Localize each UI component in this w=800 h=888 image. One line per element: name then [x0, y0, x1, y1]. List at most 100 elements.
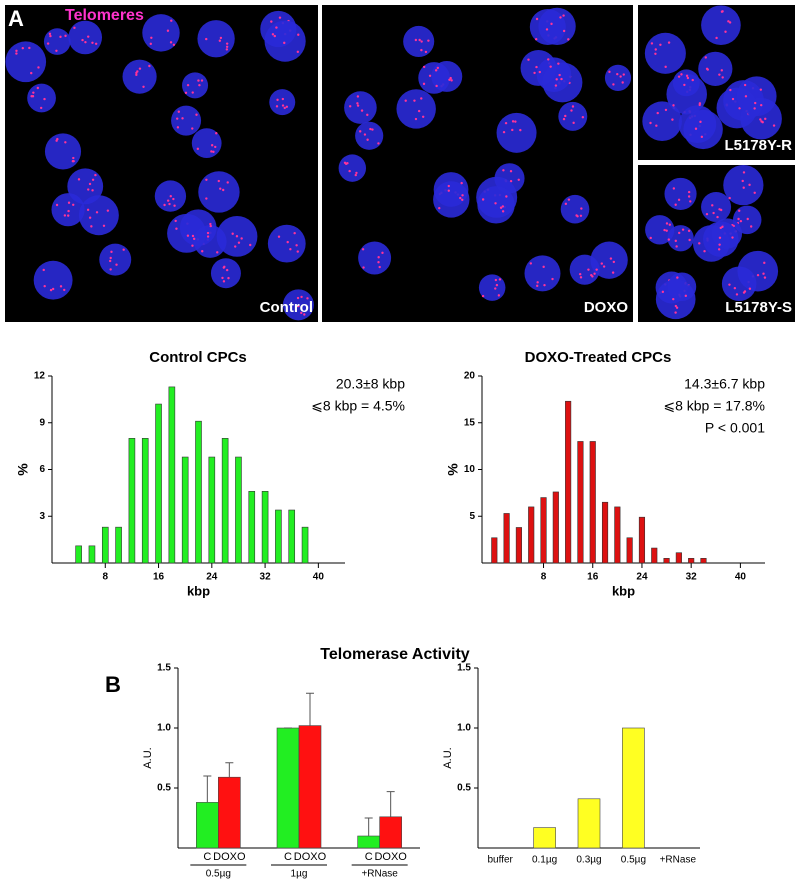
telomere-dot: [414, 38, 418, 42]
telomere-dot: [748, 183, 751, 187]
telomere-dot: [743, 83, 747, 87]
telomere-dot: [622, 73, 625, 76]
image-label: Control: [260, 299, 313, 316]
x-axis-label: kbp: [187, 583, 210, 598]
telomere-dot: [422, 65, 426, 69]
y-tick-label: 5: [469, 511, 475, 522]
telomere-dot: [753, 191, 756, 194]
telomere-dot: [545, 28, 549, 31]
series-label: DOXO: [374, 851, 407, 863]
telomere-dot: [435, 84, 438, 88]
telomere-dot: [718, 243, 721, 246]
telomere-dot: [731, 236, 734, 239]
bar: [235, 456, 242, 564]
telomere-dot: [704, 56, 707, 59]
bar: [622, 727, 645, 849]
telomere-dot: [212, 150, 215, 154]
bar: [101, 526, 109, 564]
telomere-dot: [694, 127, 698, 130]
telomere-dot: [448, 78, 451, 81]
telomere-dot: [205, 178, 208, 181]
error-bar: [386, 791, 395, 817]
bar: [614, 506, 621, 564]
telomere-dot: [504, 121, 508, 125]
telomere-dot: [363, 133, 367, 136]
telomere-dot: [593, 272, 596, 275]
cell: [590, 241, 628, 279]
cell: [477, 186, 515, 224]
telomere-dot: [349, 105, 352, 108]
telomere-dot: [205, 37, 208, 41]
telomere-dot: [759, 118, 762, 121]
telomere-dot: [186, 83, 190, 87]
telomere-dot: [720, 69, 723, 72]
telomere-dot: [450, 79, 453, 82]
telomere-dot: [567, 198, 571, 201]
telomere-dot: [461, 194, 464, 197]
telomere-dot: [691, 78, 694, 82]
telomere-dot: [63, 288, 66, 292]
telomere-dot: [564, 202, 568, 206]
telomere-dot: [15, 49, 18, 53]
telomere-dot: [109, 268, 112, 271]
y-axis-label: %: [15, 463, 31, 476]
y-tick-label: 3: [39, 511, 45, 522]
x-tick-label: 32: [686, 572, 698, 583]
bar: [601, 501, 609, 564]
telomere-dot: [663, 228, 666, 232]
telomere-dot: [700, 135, 704, 139]
telomere-dot: [225, 48, 229, 51]
telomere-dot: [421, 115, 425, 118]
telomere-dot: [55, 49, 58, 53]
telomere-dot: [763, 261, 766, 265]
telomere-dot: [703, 249, 706, 253]
cell: [701, 5, 741, 45]
telomere-dot: [420, 40, 423, 43]
telomere-dot: [218, 39, 222, 42]
image-label: L5178Y-S: [725, 299, 792, 316]
cell: [33, 260, 73, 300]
telomere-dot: [102, 224, 106, 227]
telomere-dot: [534, 37, 538, 41]
telomere-dot: [748, 287, 752, 290]
telomere-dot: [296, 50, 300, 54]
telomere-dot: [223, 265, 226, 269]
telomere-dot: [122, 248, 125, 251]
cell: [558, 101, 588, 131]
telomere-dot: [344, 162, 348, 166]
series-label: C: [284, 851, 292, 863]
telomere-dot: [554, 84, 558, 87]
bar: [540, 497, 547, 564]
telomere-dot: [517, 178, 520, 181]
telomere-dot: [176, 117, 179, 120]
telomere-dot: [560, 77, 563, 81]
telomere-dot: [281, 97, 285, 101]
telomere-dot: [237, 241, 241, 244]
telomere-dot: [420, 48, 423, 52]
telomere-dot: [404, 99, 407, 102]
telomere-dot: [64, 34, 67, 38]
annotation: 20.3±8 kbp: [336, 376, 405, 392]
telomere-dot: [191, 244, 194, 247]
telomere-dot: [611, 271, 615, 274]
telomere-dot: [192, 237, 196, 241]
telomere-dot: [715, 36, 718, 40]
telomere-dot: [572, 121, 575, 125]
telomere-dot: [73, 26, 76, 30]
bar: [528, 506, 535, 564]
telomere-dot: [481, 198, 485, 201]
telomere-dot: [519, 128, 522, 132]
cell: [664, 177, 697, 210]
cell: [267, 224, 306, 263]
telomere-dot: [711, 204, 714, 207]
telomere-dot: [110, 250, 113, 254]
telomere-dot: [535, 17, 539, 21]
telomere-dot: [170, 19, 173, 22]
bar: [503, 513, 510, 564]
telomere-dot: [172, 43, 176, 46]
telomere-dot: [296, 250, 299, 253]
annotation: 14.3±6.7 kbp: [684, 376, 765, 392]
telomere-dot: [756, 273, 760, 277]
cell: [520, 50, 557, 86]
telomere-dot: [59, 285, 63, 288]
